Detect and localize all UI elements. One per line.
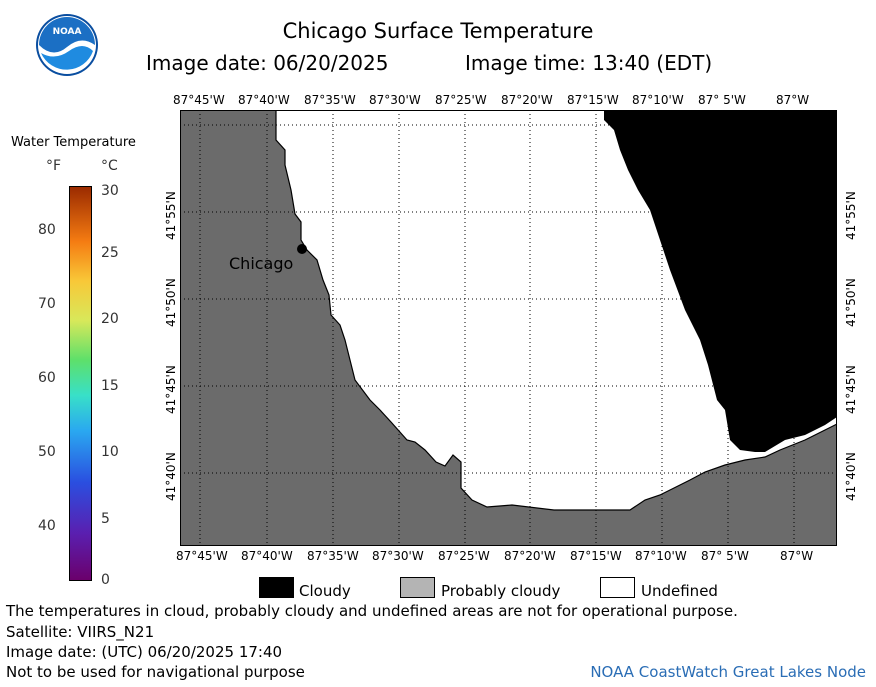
legend-label-undefined: Undefined [641,582,718,600]
lat-label: 41°55'N [844,191,858,240]
colorbar-title: Water Temperature [11,135,136,150]
lon-label: 87°10'W [632,93,684,107]
map-canvas [180,110,837,546]
c-tick: 10 [101,444,119,460]
c-tick: 0 [101,572,110,588]
lat-label: 41°50'N [164,278,178,327]
legend-label-probably-cloudy: Probably cloudy [441,582,561,600]
legend-label-cloudy: Cloudy [299,582,351,600]
lon-label: 87°15'W [567,93,619,107]
lon-label: 87° 5'W [698,93,746,107]
lon-label: 87°40'W [241,549,293,563]
c-tick: 5 [101,511,110,527]
colorbar-unit-c: °C [101,158,118,174]
lon-label: 87°20'W [504,549,556,563]
lat-label: 41°45'N [164,365,178,414]
lon-label: 87°45'W [176,549,228,563]
lon-label: 87°25'W [435,93,487,107]
graticule [180,110,837,546]
lon-label: 87°10'W [635,549,687,563]
lon-label: 87°40'W [238,93,290,107]
lon-label: 87°20'W [501,93,553,107]
land-area [180,110,837,546]
c-tick: 30 [101,183,119,199]
lat-label: 41°50'N [844,278,858,327]
lat-label: 41°45'N [844,365,858,414]
lat-label: 41°55'N [164,191,178,240]
lon-label: 87°30'W [372,549,424,563]
lon-label: 87° 5'W [701,549,749,563]
satellite-text: Satellite: VIIRS_N21 [6,623,155,641]
lon-label: 87°W [776,93,810,107]
lon-label: 87°W [780,549,814,563]
disclaimer-text: The temperatures in cloud, probably clou… [6,602,738,620]
f-tick: 50 [38,444,56,460]
f-tick: 70 [38,296,56,312]
f-tick: 40 [38,518,56,534]
map-title: Chicago Surface Temperature [282,19,594,43]
navigation-warning: Not to be used for navigational purpose [6,663,305,681]
c-tick: 15 [101,378,119,394]
lon-label: 87°25'W [438,549,490,563]
legend-swatch-probably-cloudy [400,577,435,598]
utc-date-text: Image date: (UTC) 06/20/2025 17:40 [6,643,283,661]
cloudy-area [604,110,837,452]
image-date: Image date: 06/20/2025 [146,51,389,75]
lon-label: 87°35'W [307,549,359,563]
lon-label: 87°30'W [369,93,421,107]
logo-text: NOAA [53,27,82,37]
lon-label: 87°45'W [173,93,225,107]
lon-label: 87°15'W [570,549,622,563]
lat-label: 41°40'N [164,452,178,501]
image-time: Image time: 13:40 (EDT) [465,51,713,75]
city-label-chicago: Chicago [229,254,294,273]
colorbar-unit-f: °F [46,158,62,174]
credit-link[interactable]: NOAA CoastWatch Great Lakes Node [590,663,866,681]
chicago-marker [297,244,307,254]
legend-swatch-cloudy [259,577,294,598]
legend-swatch-undefined [600,577,635,598]
f-tick: 80 [38,222,56,238]
lon-label: 87°35'W [304,93,356,107]
colorbar [69,186,93,582]
lat-label: 41°40'N [844,452,858,501]
f-tick: 60 [38,370,56,386]
c-tick: 25 [101,245,119,261]
noaa-logo: NOAA [35,13,99,77]
c-tick: 20 [101,311,119,327]
